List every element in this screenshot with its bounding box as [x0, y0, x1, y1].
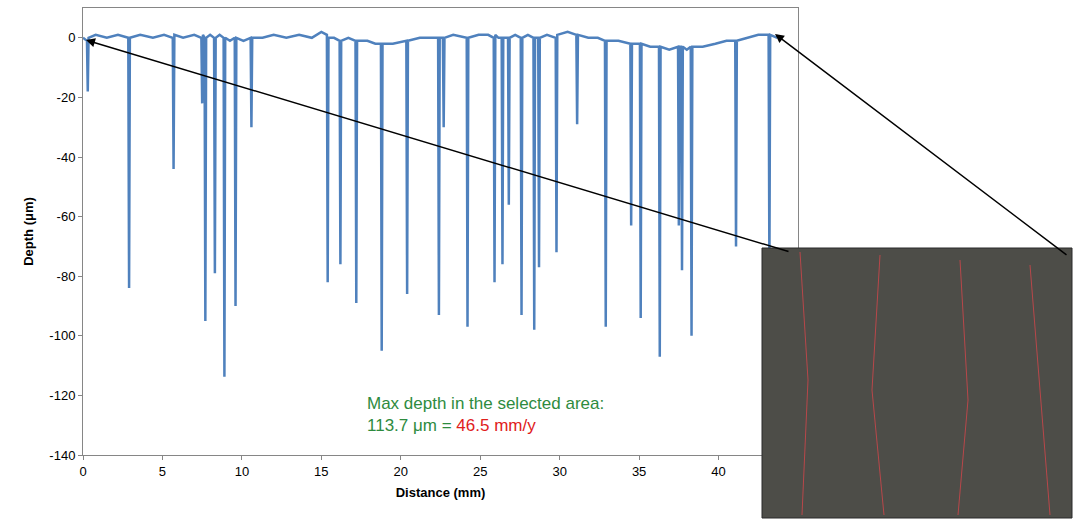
svg-text:15: 15: [314, 464, 328, 479]
svg-text:-60: -60: [57, 209, 76, 224]
svg-text:-120: -120: [49, 388, 75, 403]
svg-text:10: 10: [235, 464, 249, 479]
svg-text:20: 20: [394, 464, 408, 479]
svg-text:25: 25: [473, 464, 487, 479]
svg-text:-20: -20: [57, 90, 76, 105]
svg-text:40: 40: [711, 464, 725, 479]
svg-text:-100: -100: [49, 328, 75, 343]
svg-text:-80: -80: [57, 269, 76, 284]
svg-text:5: 5: [159, 464, 166, 479]
svg-text:35: 35: [632, 464, 646, 479]
svg-text:-140: -140: [49, 448, 75, 463]
svg-text:Depth (μm): Depth (μm): [21, 197, 36, 266]
svg-text:Max depth in the selected area: Max depth in the selected area:113.7 μm …: [367, 394, 604, 435]
svg-text:-40: -40: [57, 150, 76, 165]
svg-text:Distance (mm): Distance (mm): [396, 485, 486, 500]
svg-text:30: 30: [552, 464, 566, 479]
svg-text:0: 0: [79, 464, 86, 479]
svg-text:0: 0: [68, 30, 75, 45]
